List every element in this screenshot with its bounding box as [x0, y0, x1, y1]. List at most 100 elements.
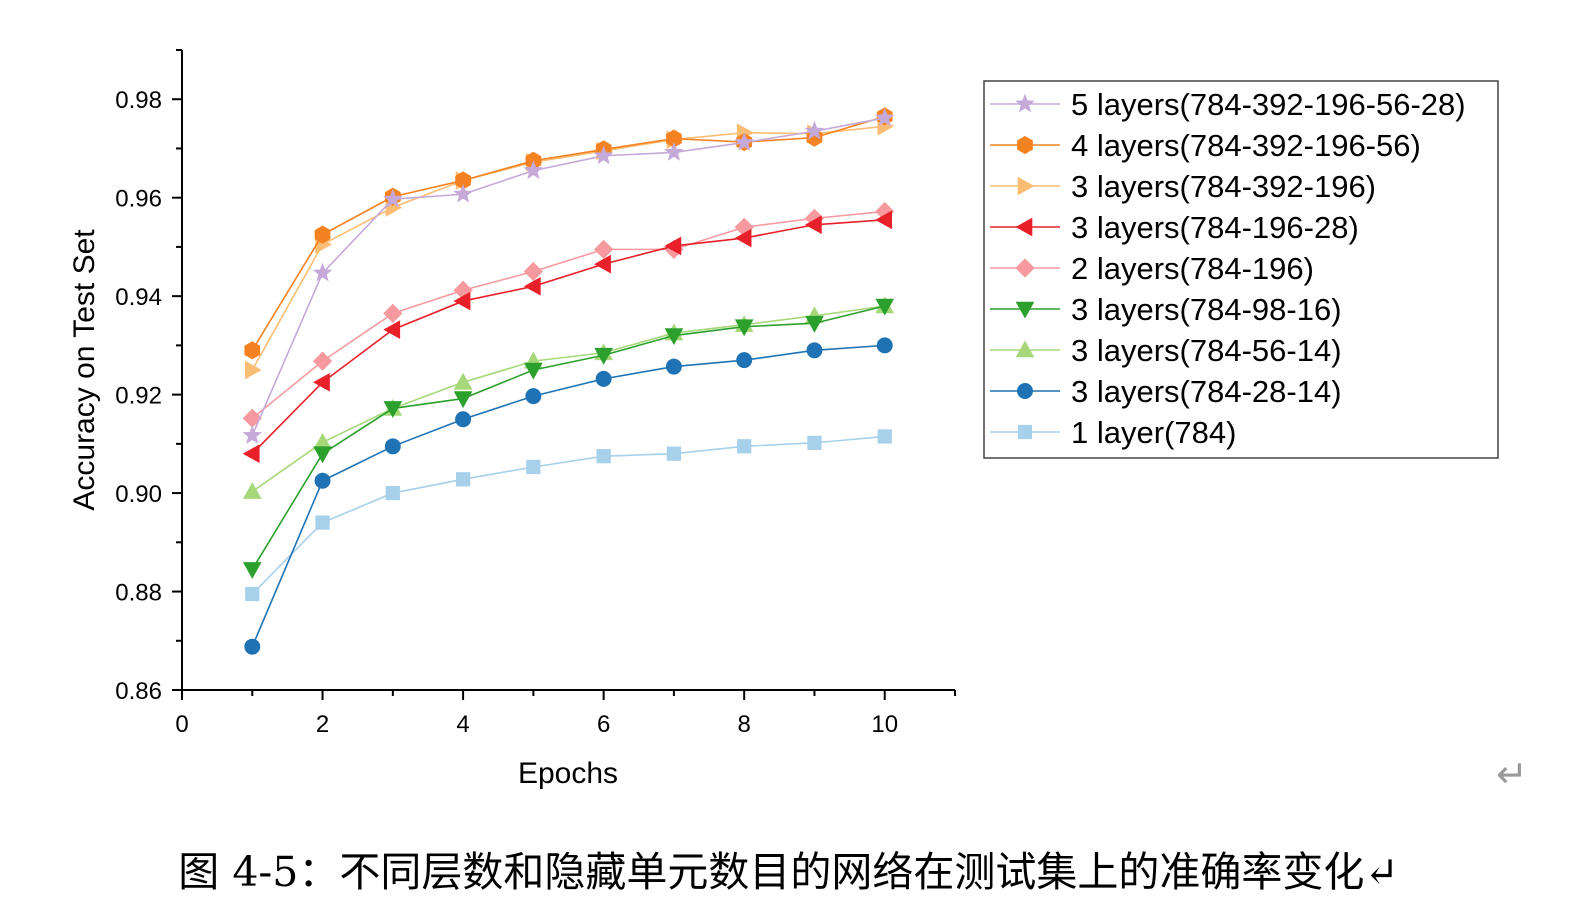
legend-marker — [1015, 301, 1035, 319]
data-point — [383, 401, 403, 418]
series-3 — [244, 116, 895, 380]
legend: 5 layers(784-392-196-56-28) 4 layers(784-… — [983, 80, 1499, 459]
x-axis-title: Epochs — [518, 757, 618, 790]
data-point — [807, 435, 822, 450]
y-tick-label: 0.96 — [115, 186, 162, 213]
series-7 — [242, 296, 895, 499]
legend-marker — [1017, 383, 1033, 399]
data-point — [593, 145, 614, 165]
x-tick-label: 6 — [597, 711, 610, 738]
data-point — [312, 351, 333, 371]
figure-caption: 图 4-5：不同层数和隐藏单元数目的网络在测试集上的准确率变化↵ — [178, 848, 1399, 896]
x-tick-label: 4 — [456, 711, 469, 738]
y-tick-label: 0.94 — [115, 284, 162, 311]
data-point — [245, 586, 260, 602]
data-point — [385, 485, 400, 501]
data-point — [595, 370, 612, 387]
data-point — [242, 425, 263, 444]
data-point — [805, 315, 824, 333]
legend-label: 3 layers(784-392-196) — [1071, 169, 1376, 204]
paragraph-return-mark: ↵ — [1496, 752, 1528, 796]
data-point — [804, 120, 825, 140]
data-point — [804, 215, 822, 235]
legend-marker — [1017, 176, 1035, 196]
data-point — [453, 391, 473, 409]
legend-label: 3 layers(784-196-28) — [1071, 210, 1359, 245]
axes: 0 2 4 6 8 10 0.86 0.88 0.90 0.92 0.94 0.96 0.98 Epoch… — [68, 49, 956, 790]
data-point — [242, 408, 262, 428]
series-line — [251, 305, 885, 570]
data-point — [666, 446, 682, 461]
legend-entry: 3 layers(784-392-196) — [990, 169, 1376, 204]
data-point — [523, 160, 544, 179]
y-tick-label: 0.92 — [115, 383, 162, 410]
legend-entry: 3 layers(784-196-28) — [990, 210, 1359, 245]
x-tick-label: 0 — [175, 711, 188, 738]
series-4 — [242, 210, 893, 464]
data-point — [664, 236, 682, 256]
series-line — [251, 115, 885, 351]
data-point — [244, 638, 261, 655]
data-point — [594, 254, 611, 274]
legend-entry: 4 layers(784-392-196-56) — [990, 128, 1421, 163]
y-axis-title: Accuracy on Test Set — [68, 229, 101, 511]
series-5 — [242, 201, 895, 428]
data-point — [523, 276, 541, 296]
data-point — [664, 328, 684, 346]
data-point — [596, 449, 611, 464]
data-point — [734, 132, 754, 151]
data-point — [525, 388, 542, 405]
data-point — [384, 438, 401, 455]
data-point — [242, 482, 262, 499]
data-point — [383, 188, 403, 208]
data-point — [242, 444, 260, 464]
data-point — [383, 320, 401, 339]
x-tick-label: 8 — [738, 711, 751, 738]
series-line — [251, 435, 885, 595]
legend-entry: 2 layers(784-196) — [990, 251, 1314, 286]
legend-label: 3 layers(784-56-14) — [1071, 333, 1342, 368]
legend-marker — [1015, 258, 1035, 278]
y-tick-label: 0.86 — [115, 678, 162, 705]
data-point — [734, 228, 752, 248]
data-point — [876, 337, 893, 354]
data-point — [875, 298, 895, 316]
series-1 — [242, 107, 895, 444]
data-point — [874, 107, 895, 127]
legend-label: 3 layers(784-28-14) — [1071, 374, 1342, 409]
series-6 — [242, 298, 895, 579]
data-point — [875, 210, 893, 230]
data-point — [244, 360, 262, 380]
series-line — [251, 117, 885, 436]
legend-box — [983, 80, 1499, 459]
y-tick-label: 0.90 — [115, 481, 162, 508]
data-point — [455, 411, 472, 428]
data-point — [594, 347, 613, 365]
legend-marker — [1017, 135, 1033, 155]
data-point — [594, 239, 614, 260]
series-layer — [242, 107, 895, 655]
data-point — [453, 291, 471, 311]
data-point — [877, 429, 892, 444]
legend-marker — [1015, 93, 1035, 113]
data-point — [453, 183, 473, 203]
legend-entry: 1 layer(784) — [990, 415, 1236, 450]
data-point — [806, 342, 823, 359]
data-point — [242, 562, 262, 579]
legend-marker — [1015, 340, 1035, 358]
legend-label: 2 layers(784-196) — [1071, 251, 1314, 286]
legend-entry: 3 layers(784-56-14) — [990, 333, 1342, 368]
series-line — [251, 305, 885, 493]
legend-marker — [1015, 217, 1033, 237]
data-point — [455, 472, 471, 487]
legend-label: 5 layers(784-392-196-56-28) — [1071, 87, 1466, 122]
data-point — [664, 142, 684, 161]
data-point — [736, 352, 753, 369]
data-point — [313, 372, 330, 392]
series-line — [251, 210, 885, 419]
legend-entry: 3 layers(784-28-14) — [990, 374, 1342, 409]
data-point — [523, 261, 543, 282]
data-point — [734, 319, 754, 337]
data-point — [526, 459, 541, 475]
y-tick-label: 0.98 — [115, 87, 162, 114]
